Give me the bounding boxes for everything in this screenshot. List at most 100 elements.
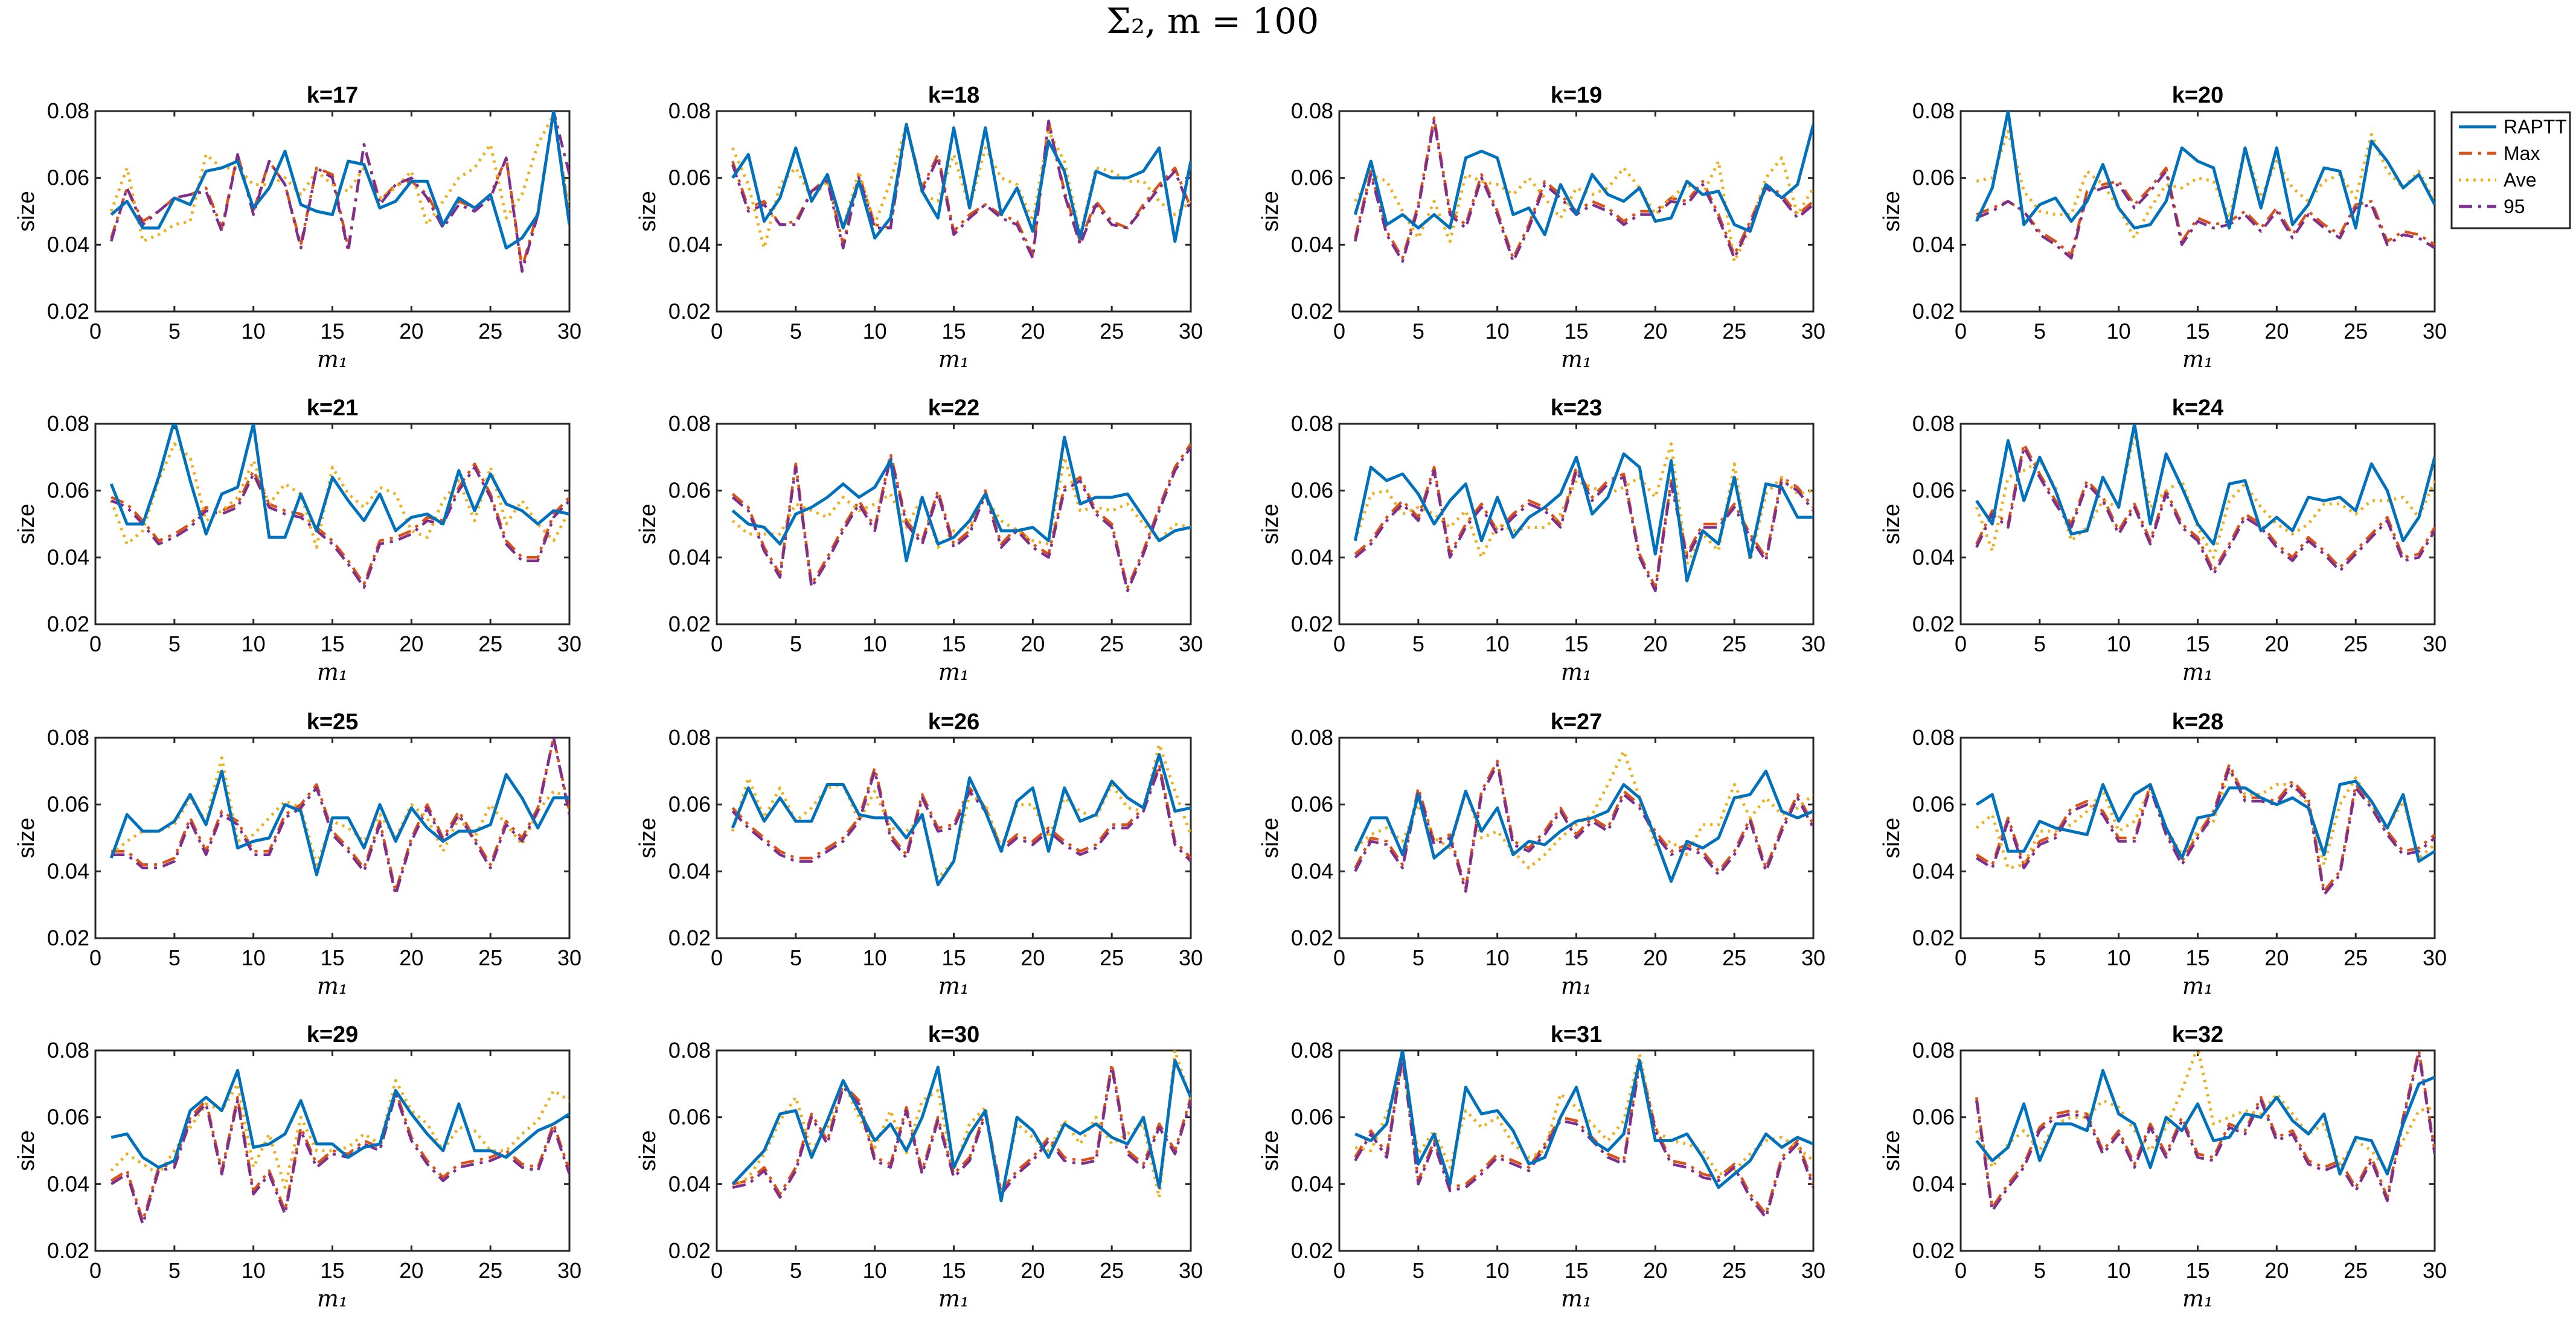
x-tick-label: 20 (1020, 1258, 1045, 1283)
subplot-k=20: k=20 0.02 0.04 0.06 0.08 0 5 10 15 20 25 30 size m₁ (1879, 83, 2447, 372)
x-tick-label: 10 (863, 1258, 887, 1283)
x-tick-label: 15 (1564, 631, 1588, 656)
y-tick-label: 0.06 (47, 478, 89, 503)
x-tick-label: 25 (478, 319, 502, 344)
y-tick-label: 0.02 (47, 1238, 89, 1263)
y-tick-label: 0.08 (1912, 1038, 1955, 1063)
x-tick-label: 0 (1333, 631, 1345, 656)
y-tick-label: 0.02 (668, 612, 711, 636)
x-tick-label: 20 (1643, 631, 1667, 656)
legend-label-Ave: Ave (2504, 169, 2537, 191)
x-axis-label: m₁ (2182, 973, 2213, 999)
x-axis-label: m₁ (938, 1285, 969, 1312)
x-tick-label: 0 (711, 319, 723, 344)
axes-frame (1338, 1049, 1815, 1252)
x-tick-label: 30 (1801, 319, 1825, 344)
y-tick-label: 0.02 (668, 1238, 711, 1263)
x-tick-label: 30 (2423, 319, 2447, 344)
x-tick-label: 30 (1179, 319, 1203, 344)
subplot-k=32: k=32 0.02 0.04 0.06 0.08 0 5 10 15 20 25 30 size m₁ (1879, 1022, 2447, 1312)
x-tick-label: 30 (557, 945, 582, 970)
x-tick-label: 20 (399, 319, 423, 344)
y-axis-label: size (1879, 817, 1905, 858)
subplot-k=25: k=25 0.02 0.04 0.06 0.08 0 5 10 15 20 25 30 size m₁ (14, 709, 582, 999)
x-tick-label: 10 (863, 631, 887, 656)
series-line-95 (731, 766, 1191, 863)
subplot-k=31: k=31 0.02 0.04 0.06 0.08 0 5 10 15 20 25 30 size m₁ (1258, 1022, 1825, 1312)
series-line-95 (110, 111, 569, 273)
y-tick-label: 0.02 (1291, 299, 1333, 324)
y-tick-label: 0.06 (1912, 478, 1955, 503)
x-tick-label: 20 (1020, 945, 1045, 970)
x-tick-label: 5 (1412, 945, 1424, 970)
y-tick-label: 0.08 (1912, 98, 1955, 123)
y-tick-label: 0.08 (1291, 411, 1333, 436)
y-tick-label: 0.08 (1291, 98, 1333, 123)
y-tick-label: 0.02 (1291, 925, 1333, 950)
series-line-RAPTT (1975, 779, 2435, 863)
x-tick-label: 25 (1100, 319, 1124, 344)
y-tick-label: 0.04 (47, 232, 89, 257)
series-line-95 (1975, 446, 2435, 576)
y-tick-label: 0.04 (668, 858, 711, 883)
subplot-k=26: k=26 0.02 0.04 0.06 0.08 0 5 10 15 20 25 30 size m₁ (635, 709, 1203, 999)
subplot-title: k=17 (307, 83, 359, 108)
x-axis-label: m₁ (1561, 659, 1592, 685)
y-tick-label: 0.04 (47, 1171, 89, 1196)
x-tick-label: 15 (941, 631, 966, 656)
legend: RAPTT Max Ave 95 (2450, 111, 2571, 229)
x-axis-label: m₁ (317, 659, 348, 685)
x-tick-label: 0 (1955, 319, 1967, 344)
x-tick-label: 25 (2344, 319, 2368, 344)
x-tick-label: 15 (2185, 319, 2209, 344)
x-tick-label: 10 (1485, 319, 1510, 344)
x-tick-label: 15 (320, 319, 344, 344)
x-tick-label: 20 (399, 631, 423, 656)
y-tick-label: 0.04 (668, 1171, 711, 1196)
y-tick-label: 0.06 (668, 478, 711, 503)
subplot-k=17: k=17 0.02 0.04 0.06 0.08 0 5 10 15 20 25 30 size m₁ (14, 83, 582, 372)
subplot-k=18: k=18 0.02 0.04 0.06 0.08 0 5 10 15 20 25 30 size m₁ (635, 83, 1203, 372)
y-tick-label: 0.08 (47, 1038, 89, 1063)
x-tick-label: 25 (1100, 631, 1124, 656)
y-axis-label: size (14, 503, 39, 545)
x-tick-label: 25 (1722, 945, 1746, 970)
subplot-title: k=20 (2172, 83, 2224, 108)
axes-frame (716, 1049, 1192, 1252)
y-tick-label: 0.06 (1291, 478, 1333, 503)
y-tick-label: 0.04 (668, 232, 711, 257)
legend-label-Max: Max (2504, 142, 2540, 164)
series-line-Ave (110, 756, 569, 866)
x-axis-label: m₁ (1561, 346, 1592, 372)
x-tick-label: 30 (1179, 1258, 1203, 1283)
x-axis-label: m₁ (317, 973, 348, 999)
y-tick-label: 0.08 (47, 98, 89, 123)
x-tick-label: 20 (2264, 1258, 2289, 1283)
y-tick-label: 0.08 (668, 725, 711, 750)
series-line-95 (731, 446, 1191, 592)
series-line-RAPTT (111, 1069, 569, 1169)
y-tick-label: 0.04 (47, 858, 89, 883)
y-tick-label: 0.04 (1291, 1171, 1333, 1196)
y-tick-label: 0.08 (668, 1038, 711, 1063)
x-tick-label: 5 (790, 319, 802, 344)
axes-frame (716, 737, 1192, 939)
series-line-95 (111, 738, 569, 897)
x-axis-label: m₁ (2182, 1285, 2213, 1312)
y-axis-label: size (14, 191, 39, 232)
x-tick-label: 10 (863, 945, 887, 970)
y-tick-label: 0.06 (1291, 165, 1333, 190)
x-tick-label: 20 (2264, 631, 2289, 656)
y-axis-label: size (1879, 191, 1905, 232)
x-tick-label: 30 (1801, 1258, 1825, 1283)
x-axis-label: m₁ (938, 659, 969, 685)
subplot-grid: k=170.020.040.060.080 5 10 15 20 25 30sizem₁k=… (14, 83, 2447, 1312)
y-axis-label: size (1879, 503, 1905, 545)
x-tick-label: 10 (2107, 631, 2131, 656)
series-line-RAPTT (731, 435, 1191, 563)
series-line-95 (1354, 1055, 1813, 1219)
legend-label-95: 95 (2504, 196, 2525, 217)
x-axis-label: m₁ (938, 346, 969, 372)
x-tick-label: 15 (941, 945, 966, 970)
y-axis-label: size (1258, 191, 1283, 232)
